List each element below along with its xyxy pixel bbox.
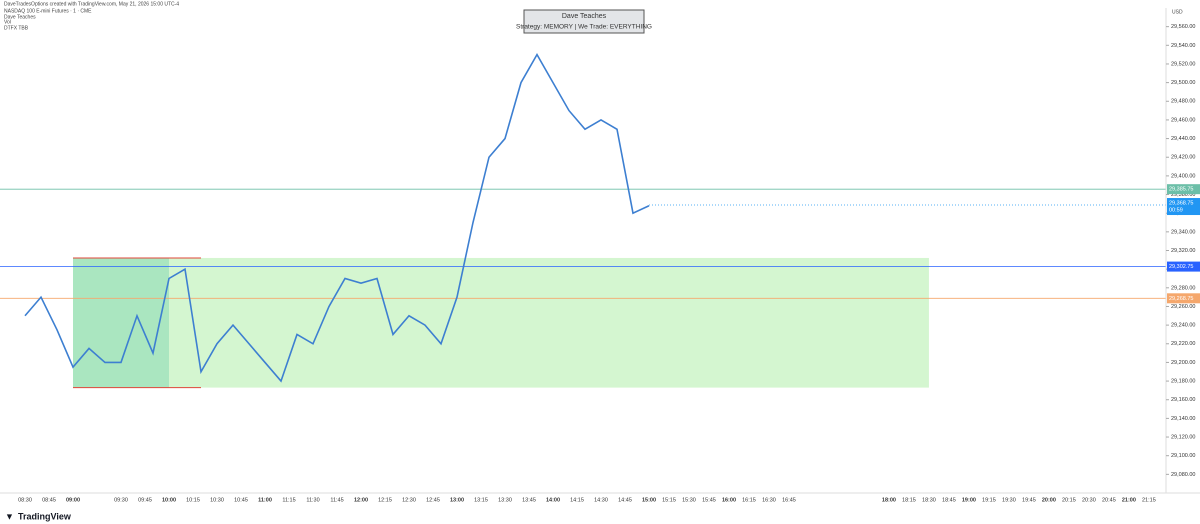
x-tick-label: 13:45	[522, 497, 536, 503]
y-tick-label: 29,400.00	[1171, 173, 1195, 179]
banner-title: Dave Teaches	[562, 13, 607, 20]
x-tick-label: 09:45	[138, 497, 152, 503]
x-tick-label: 19:15	[982, 497, 996, 503]
x-tick-label: 20:30	[1082, 497, 1096, 503]
x-tick-label: 15:00	[642, 497, 656, 503]
y-tick-label: 29,120.00	[1171, 434, 1195, 440]
plot	[0, 53, 1166, 389]
x-tick-label: 14:15	[570, 497, 584, 503]
x-tick-label: 15:30	[682, 497, 696, 503]
indicator: Vol	[4, 19, 11, 25]
x-tick-label: 18:45	[942, 497, 956, 503]
banner-box	[523, 9, 645, 34]
x-tick-label: 15:45	[702, 497, 716, 503]
currency: USD	[1172, 9, 1183, 15]
y-tick-label: 29,260.00	[1171, 304, 1195, 310]
footer	[0, 494, 1200, 524]
y-tick-label: 29,280.00	[1171, 285, 1195, 291]
level-badge	[1167, 293, 1200, 304]
x-tick-label: 21:15	[1142, 497, 1156, 503]
x-tick-label: 18:00	[882, 497, 896, 503]
symbol: NASDAQ 100 E-mini Futures · 1 · CME	[4, 8, 92, 14]
x-tick-label: 14:00	[546, 497, 560, 503]
x-tick-label: 09:00	[66, 497, 80, 503]
y-tick-label: 29,560.00	[1171, 24, 1195, 30]
x-tick-label: 11:45	[330, 497, 343, 503]
y-tick-label: 29,160.00	[1171, 397, 1195, 403]
countdown: 00:59	[1169, 207, 1183, 213]
x-tick-label: 12:15	[378, 497, 392, 503]
x-tick-label: 21:00	[1122, 497, 1136, 503]
x-tick-label: 11:15	[282, 497, 295, 503]
y-tick-label: 29,240.00	[1171, 323, 1195, 329]
x-tick-label: 10:00	[162, 497, 176, 503]
x-tick-label: 10:15	[186, 497, 200, 503]
x-tick-label: 20:45	[1102, 497, 1116, 503]
y-tick-label: 29,380.00	[1171, 192, 1195, 198]
x-tick-label: 13:00	[450, 497, 464, 503]
y-tick-label: 29,500.00	[1171, 80, 1195, 86]
watermark: TradingView	[18, 511, 72, 521]
x-tick-label: 11:00	[258, 497, 272, 503]
x-tick-label: 19:30	[1002, 497, 1016, 503]
x-tick-label: 19:00	[962, 497, 976, 503]
y-tick-label: 29,460.00	[1171, 117, 1195, 123]
y-tick-label: 29,100.00	[1171, 453, 1195, 459]
x-tick-label: 11:30	[306, 497, 319, 503]
banner-subtitle: Strategy: MEMORY | We Trade: EVERYTHING	[516, 24, 652, 31]
y-tick-label: 29,200.00	[1171, 360, 1195, 366]
x-tick-label: 13:15	[474, 497, 488, 503]
y-tick-label: 29,220.00	[1171, 341, 1195, 347]
y-tick-label: 29,080.00	[1171, 472, 1195, 478]
y-tick-label: 29,540.00	[1171, 43, 1195, 49]
x-tick-label: 12:00	[354, 497, 368, 503]
x-tick-label: 13:30	[498, 497, 512, 503]
x-tick-label: 12:45	[426, 497, 440, 503]
x-tick-label: 10:30	[210, 497, 224, 503]
y-tick-label: 29,520.00	[1171, 61, 1195, 67]
x-tick-label: 14:45	[618, 497, 632, 503]
last-price-badge	[1167, 198, 1200, 216]
y-tick-label: 29,340.00	[1171, 229, 1195, 235]
indicator: Dave Teaches	[4, 14, 36, 20]
price-line	[24, 53, 650, 383]
x-tick-label: 16:30	[762, 497, 776, 503]
y-tick-label: 29,420.00	[1171, 155, 1195, 161]
x-tick-label: 18:30	[922, 497, 936, 503]
zone	[73, 257, 929, 388]
level-label: 29,268.75	[1169, 296, 1193, 302]
x-tick-label: 19:45	[1022, 497, 1036, 503]
zone-origin	[73, 257, 169, 388]
x-tick-label: 16:15	[742, 497, 756, 503]
x-tick-label: 18:15	[902, 497, 916, 503]
y-tick-label: 29,320.00	[1171, 248, 1195, 254]
y-tick-label: 29,480.00	[1171, 99, 1195, 105]
level-label: 29,385.75	[1169, 187, 1193, 193]
x-tick-label: 14:30	[594, 497, 608, 503]
x-tick-label: 09:30	[114, 497, 128, 503]
x-tick-label: 16:45	[782, 497, 796, 503]
level-label: 29,302.75	[1169, 264, 1193, 270]
x-tick-label: 10:45	[234, 497, 248, 503]
x-tick-label: 20:00	[1042, 497, 1056, 503]
level-badge	[1167, 184, 1200, 195]
x-tick-label: 20:15	[1062, 497, 1076, 503]
indicator: DTFX TBB	[4, 25, 29, 31]
x-tick-label: 15:15	[662, 497, 676, 503]
y-tick-label: 29,140.00	[1171, 416, 1195, 422]
credit: DaveTradesOptions created with TradingVi…	[4, 1, 179, 7]
x-tick-label: 08:30	[18, 497, 32, 503]
logo: ▼	[5, 511, 14, 521]
y-tick-label: 29,180.00	[1171, 379, 1195, 385]
level-badge	[1167, 261, 1200, 272]
last-price-label: 29,368.75	[1169, 200, 1193, 206]
x-tick-label: 16:00	[722, 497, 736, 503]
y-tick-label: 29,440.00	[1171, 136, 1195, 142]
x-tick-label: 12:30	[402, 497, 416, 503]
x-tick-label: 08:45	[42, 497, 56, 503]
